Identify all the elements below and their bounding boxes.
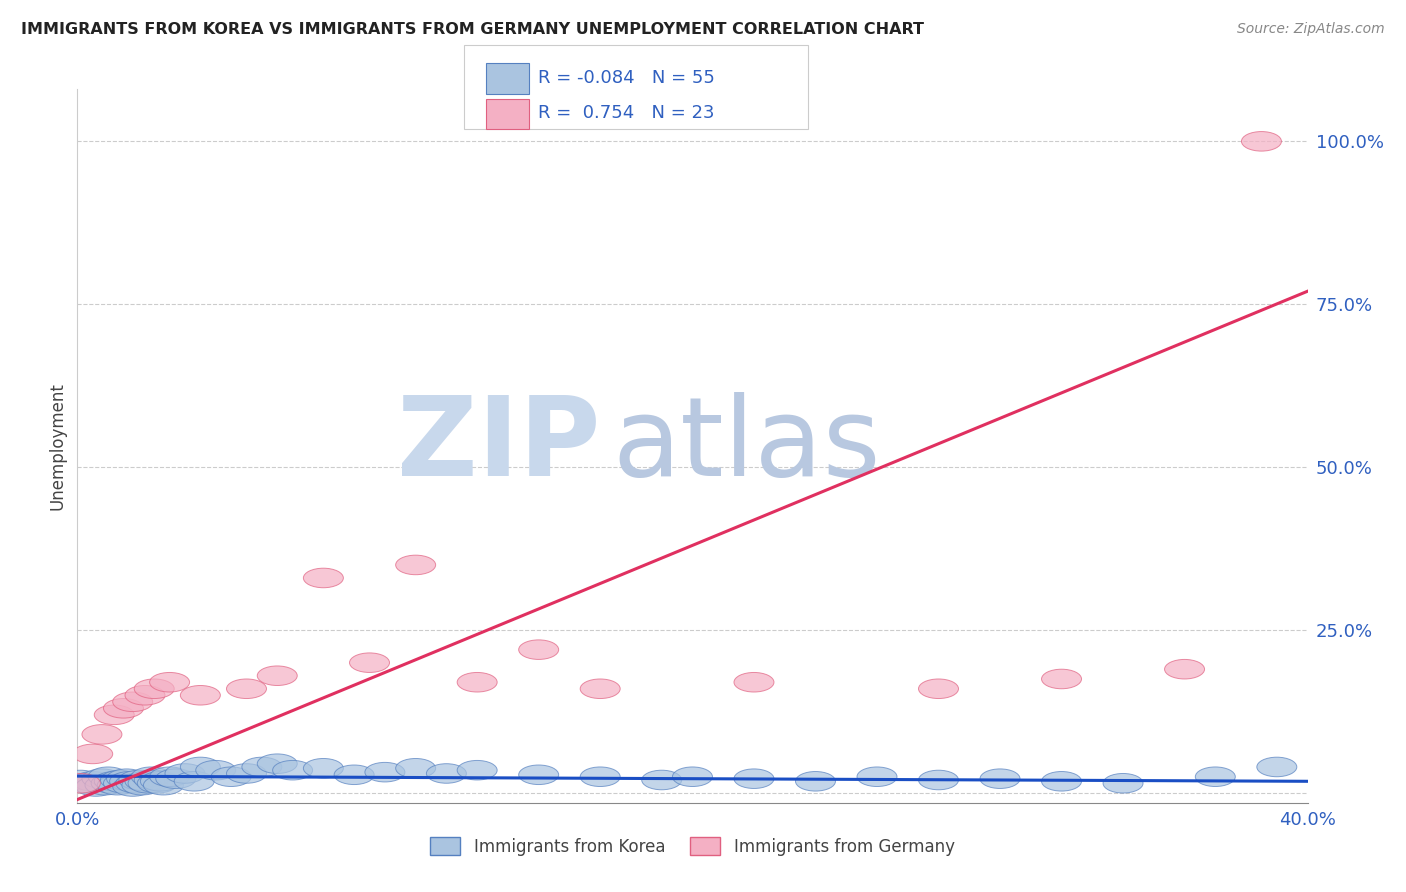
Text: ZIP: ZIP	[396, 392, 600, 500]
Text: R = -0.084   N = 55: R = -0.084 N = 55	[538, 69, 716, 87]
Legend: Immigrants from Korea, Immigrants from Germany: Immigrants from Korea, Immigrants from G…	[423, 830, 962, 863]
Text: atlas: atlas	[613, 392, 882, 500]
Y-axis label: Unemployment: Unemployment	[48, 382, 66, 510]
Text: Source: ZipAtlas.com: Source: ZipAtlas.com	[1237, 22, 1385, 37]
Text: IMMIGRANTS FROM KOREA VS IMMIGRANTS FROM GERMANY UNEMPLOYMENT CORRELATION CHART: IMMIGRANTS FROM KOREA VS IMMIGRANTS FROM…	[21, 22, 924, 37]
Text: R =  0.754   N = 23: R = 0.754 N = 23	[538, 104, 716, 122]
